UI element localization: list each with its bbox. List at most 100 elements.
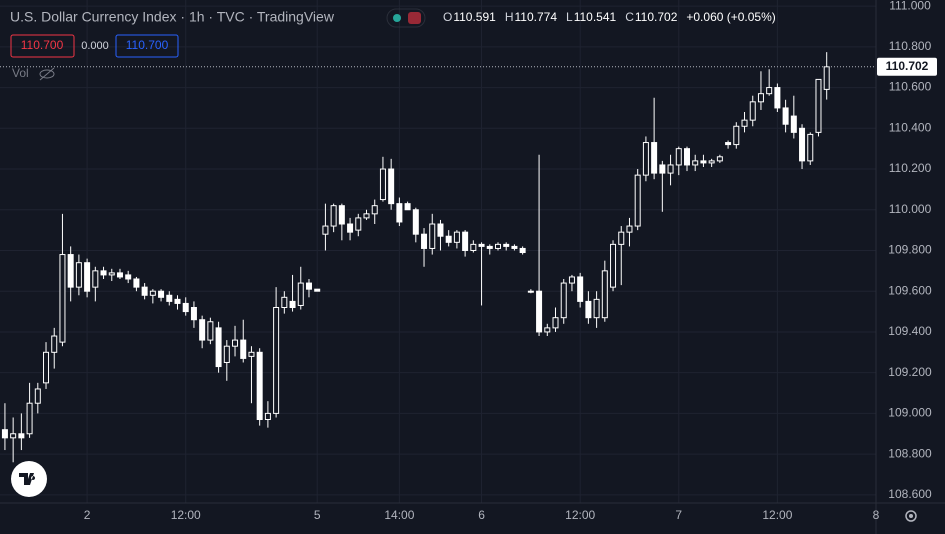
candle-body: [141, 286, 148, 296]
candle-body: [790, 115, 797, 133]
candle-body: [593, 298, 600, 319]
bid: 110.700: [21, 38, 64, 52]
volume-label: Vol: [12, 66, 29, 80]
candle-body: [725, 142, 732, 146]
candle-body: [84, 262, 91, 292]
gear: [905, 510, 917, 522]
eye: [39, 69, 55, 79]
candle-body: [527, 290, 534, 293]
candle-body: [585, 300, 592, 319]
y-tick-label: 111.000: [889, 0, 931, 12]
candle-body: [273, 307, 280, 414]
ohlc-value: 110.702: [635, 10, 678, 24]
candle-body: [799, 127, 806, 162]
candle-body: [421, 233, 428, 249]
y-tick-label: 109.400: [888, 324, 932, 338]
candle-body: [601, 270, 608, 319]
candle-body: [667, 164, 674, 174]
candle-body: [642, 142, 649, 176]
candle-body: [92, 270, 99, 288]
candle-body: [782, 107, 789, 125]
candle-body: [199, 319, 206, 341]
candle-body: [577, 276, 584, 302]
y-tick-label: 110.400: [889, 120, 932, 134]
candle-body: [347, 223, 354, 233]
candle-body: [314, 288, 321, 292]
candle-body: [774, 87, 781, 109]
candle-body: [536, 290, 543, 333]
candle-body: [264, 412, 271, 421]
candle-body: [511, 245, 518, 249]
candle-body: [683, 148, 690, 166]
candle-body: [651, 142, 658, 174]
candle-body: [174, 298, 181, 304]
candle-body: [43, 351, 50, 384]
bid-box[interactable]: [10, 34, 75, 58]
candle-body: [544, 327, 551, 333]
settings-icon[interactable]: [905, 510, 917, 522]
status-pill: [386, 8, 426, 28]
candle-body: [190, 307, 197, 321]
candle-body: [305, 282, 312, 290]
candle-body: [453, 231, 460, 243]
gear-center: [909, 514, 913, 518]
ohlc-key: O: [443, 10, 452, 24]
candle-body: [133, 278, 140, 288]
candle-body: [807, 133, 814, 162]
y-tick-label: 110.200: [889, 161, 932, 175]
candle-body: [355, 217, 362, 231]
candle-body: [10, 433, 17, 439]
candle-body: [618, 231, 625, 245]
x-tick-label: 14:00: [384, 508, 414, 522]
candle-body: [363, 213, 370, 219]
candle-body: [388, 168, 395, 205]
x-tick-label: 7: [675, 508, 682, 522]
candle-body: [330, 205, 337, 227]
last-price-label: 110.702: [886, 59, 929, 73]
candle-body: [18, 433, 25, 439]
candle-body: [338, 205, 345, 225]
x-tick-label: 5: [314, 508, 321, 522]
candle-body: [519, 247, 526, 254]
candle-body: [634, 174, 641, 227]
candle-body: [322, 225, 329, 235]
candle-body: [749, 101, 756, 121]
candle-body: [223, 345, 230, 363]
candle-body: [437, 223, 444, 237]
candle-body: [462, 231, 469, 251]
candle-body: [568, 276, 575, 284]
visibility-icon[interactable]: [39, 67, 55, 81]
candle-body: [700, 160, 707, 164]
candle-body: [51, 335, 58, 353]
candle-body: [404, 203, 411, 211]
candle-body: [733, 125, 740, 146]
candle-body: [108, 272, 115, 276]
spread: 0.000: [81, 40, 109, 52]
ohlc-value: 110.774: [515, 10, 558, 24]
candle-body: [281, 296, 288, 309]
candle-body: [396, 203, 403, 223]
chart-title: U.S. Dollar Currency Index · 1h · TVC · …: [10, 9, 335, 25]
y-tick-label: 109.600: [888, 283, 932, 297]
candle-body: [240, 339, 247, 359]
candle-body: [26, 402, 33, 435]
candle-body: [560, 282, 567, 319]
candle-body: [158, 290, 165, 298]
tv-logo: [19, 473, 36, 485]
ohlc-value: 110.541: [574, 10, 617, 24]
candle-body: [692, 160, 699, 166]
y-tick-label: 108.600: [888, 487, 932, 501]
candle-body: [256, 351, 263, 421]
y-tick-label: 110.000: [889, 202, 932, 216]
candle-body: [371, 205, 378, 215]
status-icon: [408, 12, 421, 24]
candle-body: [445, 235, 452, 243]
candle-body: [708, 160, 715, 164]
x-tick-label: 12:00: [171, 508, 201, 522]
candle-body: [100, 270, 107, 276]
candle-body: [610, 243, 617, 288]
y-tick-label: 110.800: [889, 39, 932, 53]
candle-body: [207, 321, 214, 341]
ask-box[interactable]: [115, 34, 179, 58]
